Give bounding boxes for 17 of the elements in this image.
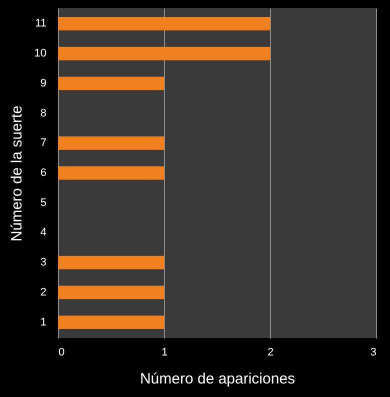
y-tick-label: 11 [35, 18, 46, 30]
y-axis-title: Número de la suerte [8, 106, 26, 242]
y-tick-label: 3 [40, 256, 46, 269]
x-axis-title: Número de apariciones [140, 370, 296, 388]
x-tick-label: 3 [370, 346, 376, 358]
y-tick-label: 9 [40, 77, 46, 90]
y-tick-label: 1 [40, 316, 46, 328]
y-tick-label: 8 [40, 107, 46, 120]
y-tick-label: 5 [40, 196, 46, 209]
y-tick-label: 4 [40, 226, 46, 239]
x-tick-label: 1 [161, 346, 168, 358]
y-tick-label: 2 [40, 286, 46, 298]
x-tick-label: 0 [58, 346, 65, 358]
y-tick-label: 7 [40, 137, 46, 150]
x-tick-label: 2 [267, 346, 274, 358]
y-tick-label: 6 [40, 167, 46, 179]
y-tick-label: 10 [34, 48, 46, 60]
